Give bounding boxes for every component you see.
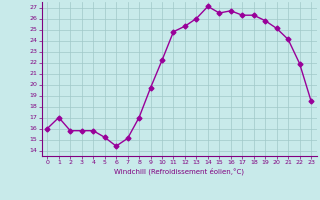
X-axis label: Windchill (Refroidissement éolien,°C): Windchill (Refroidissement éolien,°C) (114, 168, 244, 175)
